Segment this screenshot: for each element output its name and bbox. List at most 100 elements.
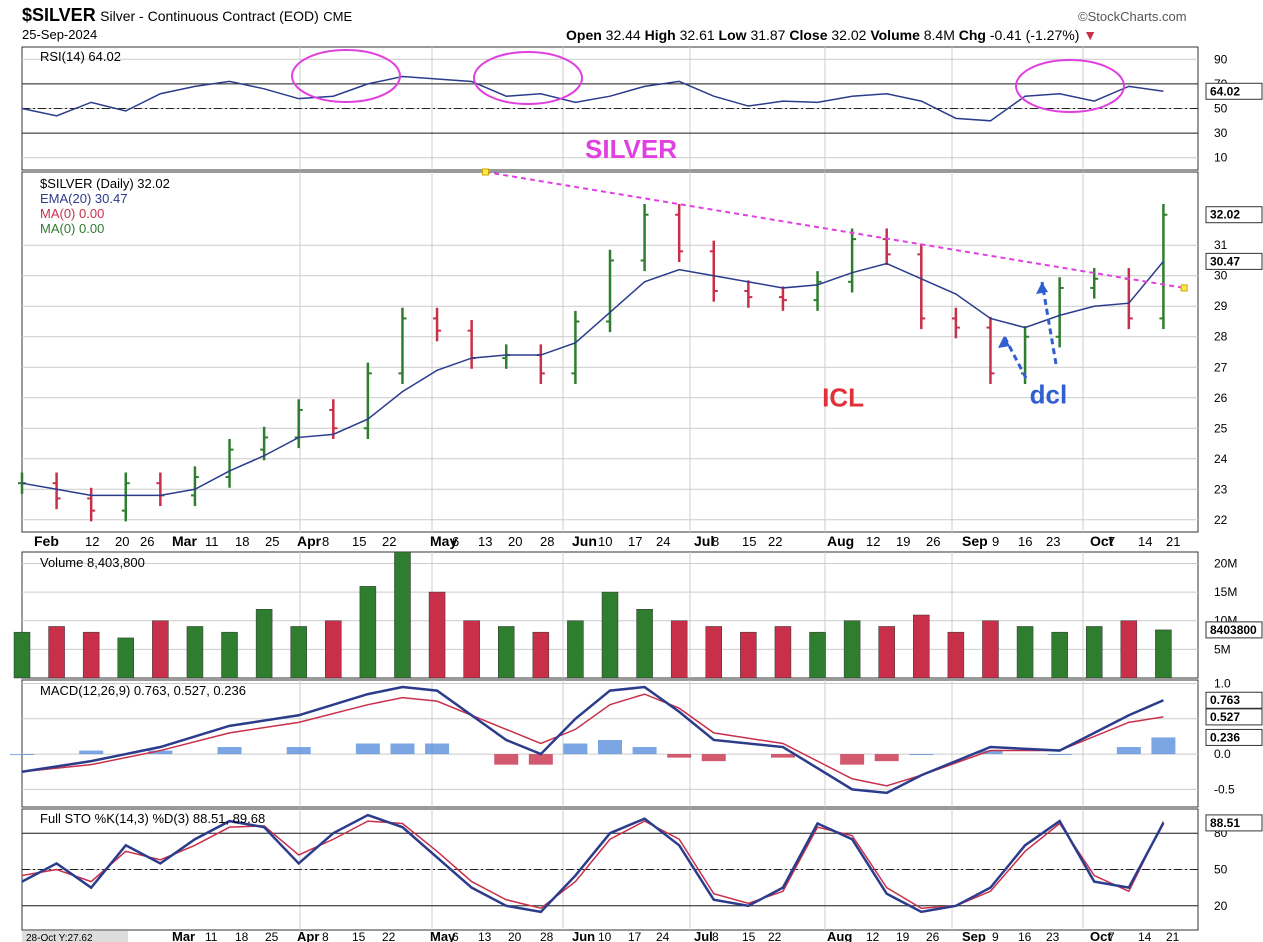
close-value: 32.02 [831,27,867,43]
macd-line [21,685,1164,795]
volume-bar [843,620,861,679]
sto-k-line [21,813,1165,914]
x-tick-label: 8 [322,534,329,549]
volume-bar [913,614,930,679]
macd-histogram-bar [840,754,865,765]
ohlc-readout: Open 32.44 High 32.61 Low 31.87 Close 32… [566,27,1097,43]
x-tick-label-bottom: 12 [866,930,880,942]
macd-histogram-bar [1116,747,1141,755]
exchange: CME [323,9,353,24]
price-y-tick-label: 22 [1214,513,1228,527]
x-tick-label-bottom: 15 [742,930,756,942]
volume-bar [1016,626,1034,679]
annotation-dcl: dcl [1030,380,1068,410]
sto-last-value-box [1205,814,1263,832]
volume-last-value-box [1205,621,1263,639]
x-tick-label-bottom: 15 [352,930,366,942]
volume-bar [567,620,584,679]
price-legend-item: MA(0) 0.00 [40,221,104,236]
x-tick-label: 26 [926,534,940,549]
volume-bar [809,631,826,679]
volume-bar [117,637,135,679]
price-y-tick-label: 31 [1214,238,1228,252]
x-tick-label-bottom: 23 [1046,930,1060,942]
brand-watermark: ©StockCharts.com [1078,9,1187,24]
x-tick-label: 22 [382,534,396,549]
x-tick-label: 18 [235,534,249,549]
x-month-label-bottom: Mar [172,929,195,942]
low-label: Low [718,27,747,43]
macd-histogram-bar [355,743,380,755]
x-month-label: Aug [827,533,854,549]
volume-bar [601,591,619,679]
x-tick-label: 13 [478,534,492,549]
rsi-y-tick-label: 10 [1214,151,1228,165]
x-tick-label-bottom: 13 [478,930,492,942]
rsi-last-value: 64.02 [1210,84,1240,98]
volume-bar [428,591,446,679]
x-tick-label-bottom: 16 [1018,930,1032,942]
volume-bar [82,631,100,679]
x-month-label: Jun [572,533,597,549]
rsi-highlight-ellipse [1015,59,1125,113]
macd-histogram-bar [909,754,934,756]
macd-signal-line [21,693,1164,787]
open-value: 32.44 [605,27,641,43]
macd-histogram-bar [632,747,657,755]
x-tick-label-bottom: 22 [382,930,396,942]
x-tick-label: 20 [115,534,129,549]
macd-histogram-bar [79,750,104,755]
x-tick-label-bottom: 14 [1138,930,1152,942]
rsi-line [21,75,1164,122]
crosshair-status: 28-Oct Y:27.62 [26,933,93,942]
x-tick-label: 26 [140,534,154,549]
sto-y-tick-label: 20 [1214,899,1228,913]
crosshair-status-box [22,931,128,942]
x-month-label-bottom: Jul [694,929,713,942]
x-month-label: Oct [1090,533,1114,549]
sto-d-line [21,820,1165,910]
volume-y-tick-label: 15M [1214,585,1237,599]
chg-value: -0.41 (-1.27%) [989,27,1080,43]
x-tick-label: 10 [598,534,612,549]
price-legend-item: EMA(20) 30.47 [40,191,127,206]
x-tick-label-bottom: 21 [1166,930,1180,942]
x-tick-label-bottom: 17 [628,930,642,942]
macd-histogram-bar [10,754,34,756]
x-tick-label-bottom: 8 [712,930,719,942]
volume-y-tick-label: 20M [1214,556,1237,570]
macd-histogram-bar [217,747,242,755]
volume-bar [152,620,169,679]
price-y-tick-label: 23 [1214,482,1228,496]
x-month-label: Feb [34,533,59,549]
volume-bar [1155,629,1172,679]
x-tick-label: 16 [1018,534,1032,549]
volume-bar [1085,626,1103,679]
price-panel-title: SILVER [585,134,677,164]
x-tick-label: 15 [352,534,366,549]
volume-bar [636,609,653,679]
volume-bar [1120,620,1138,679]
x-tick-label: 20 [508,534,522,549]
volume-bar [290,626,307,679]
price-legend-item: $SILVER (Daily) 32.02 [40,176,170,191]
trendline-handle-end [1180,284,1188,292]
x-tick-label: 22 [768,534,782,549]
volume-bar [740,631,757,679]
x-month-label-bottom: May [430,929,456,942]
x-tick-label: 9 [992,534,999,549]
x-month-label-bottom: Apr [297,929,319,942]
sto-last-value: 88.51 [1210,816,1240,830]
x-tick-label-bottom: 24 [656,930,670,942]
sto-y-tick-label: 50 [1214,863,1228,877]
volume-bar [255,609,273,679]
x-month-label: Sep [962,533,988,549]
trendline-handle-start [481,168,489,176]
symbol-title: $SILVER [22,5,96,25]
high-value: 32.61 [679,27,715,43]
volume-bar [1051,631,1068,679]
macd-histogram-bar [1047,754,1072,756]
x-tick-label: 21 [1166,534,1180,549]
macd-last-value-box [1205,728,1263,746]
macd-histogram-bar [425,743,450,755]
